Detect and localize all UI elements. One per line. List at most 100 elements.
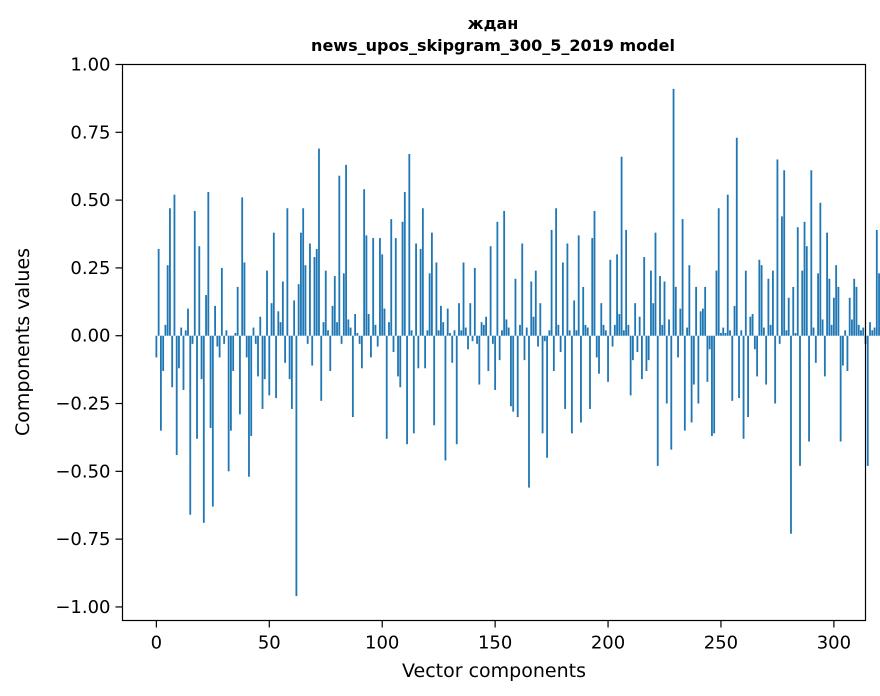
bar-3 [162,335,165,371]
bar-0 [155,335,158,358]
bar-83 [342,273,345,336]
bar-28 [218,335,221,358]
bar-140 [471,335,474,342]
bar-149 [491,335,494,344]
bar-82 [340,335,343,344]
bar-179 [559,335,562,352]
bar-219 [650,270,652,336]
bar-230 [674,286,677,336]
bar-298 [828,278,831,336]
bar-156 [507,327,510,336]
bar-20 [200,335,203,380]
bar-1 [157,248,160,336]
bar-35 [234,333,237,336]
bar-81 [338,175,341,336]
bar-151 [496,221,499,336]
y-tick-label-4: 0.00 [70,326,110,347]
bar-147 [487,335,490,371]
bar-308 [851,319,853,336]
bar-70 [313,257,316,336]
bar-204 [616,254,618,336]
bar-239 [695,286,698,336]
bar-211 [631,335,634,361]
bar-293 [817,273,819,336]
bar-67 [306,335,309,344]
bar-191 [586,327,589,336]
bar-253 [726,194,729,336]
bar-225 [663,281,666,336]
bar-27 [216,335,219,347]
bar-311 [857,324,860,336]
bar-272 [769,324,772,336]
chart-title-model: news_upos_skipgram_300_5_2019 model [311,36,675,55]
bar-105 [392,335,395,352]
bar-206 [620,156,623,336]
bar-18 [196,335,198,439]
bar-110 [403,191,406,336]
bar-104 [390,219,393,336]
bar-153 [501,330,503,336]
bar-307 [848,297,851,336]
bar-114 [412,335,415,434]
bar-25 [211,335,214,507]
bar-197 [600,303,603,336]
bar-268 [760,265,763,336]
bar-40 [245,335,248,358]
bar-16 [191,335,194,344]
bar-107 [397,335,399,377]
bar-258 [738,335,740,399]
bar-11 [180,327,183,336]
bar-200 [607,335,609,382]
bar-139 [469,303,472,336]
bar-169 [537,335,539,347]
bar-235 [686,327,688,336]
bar-277 [781,216,783,336]
y-tick-label-3: 0.25 [70,258,110,279]
bar-265 [753,335,756,350]
bar-256 [733,305,736,336]
bar-51 [270,303,273,336]
bar-112 [408,154,411,336]
y-tick-label-2: 0.50 [70,190,110,211]
bar-57 [284,335,287,363]
bar-98 [376,335,379,347]
y-tick-label-5: −0.25 [55,394,110,415]
bar-210 [629,335,632,396]
bar-284 [796,227,799,336]
bar-283 [794,333,797,336]
bar-79 [333,276,336,336]
bar-279 [785,330,788,336]
bar-193 [591,238,594,336]
bar-171 [541,335,544,434]
bar-30 [223,335,226,344]
bar-10 [178,335,180,369]
bar-180 [561,262,564,336]
bar-99 [379,238,381,336]
bar-144 [480,322,483,336]
bar-228 [670,335,673,450]
bar-305 [844,330,847,336]
bar-116 [417,335,420,369]
bar-196 [598,335,600,374]
bar-217 [645,335,648,371]
bar-42 [250,335,253,437]
bar-309 [853,278,856,336]
bar-236 [688,265,691,336]
bar-103 [388,322,390,336]
bar-275 [776,159,779,336]
bar-188 [580,335,582,423]
bar-44 [254,335,257,344]
bar-198 [602,324,605,336]
chart-title-word: ждан [468,14,519,33]
bar-203 [613,324,616,336]
bar-49 [266,270,268,336]
bar-141 [473,267,476,336]
bar-66 [304,265,307,336]
bar-276 [778,335,781,344]
bar-43 [252,327,255,336]
bar-287 [803,221,806,336]
bar-59 [288,335,291,380]
bar-269 [762,327,765,336]
bar-240 [697,335,700,404]
bar-85 [347,319,350,336]
